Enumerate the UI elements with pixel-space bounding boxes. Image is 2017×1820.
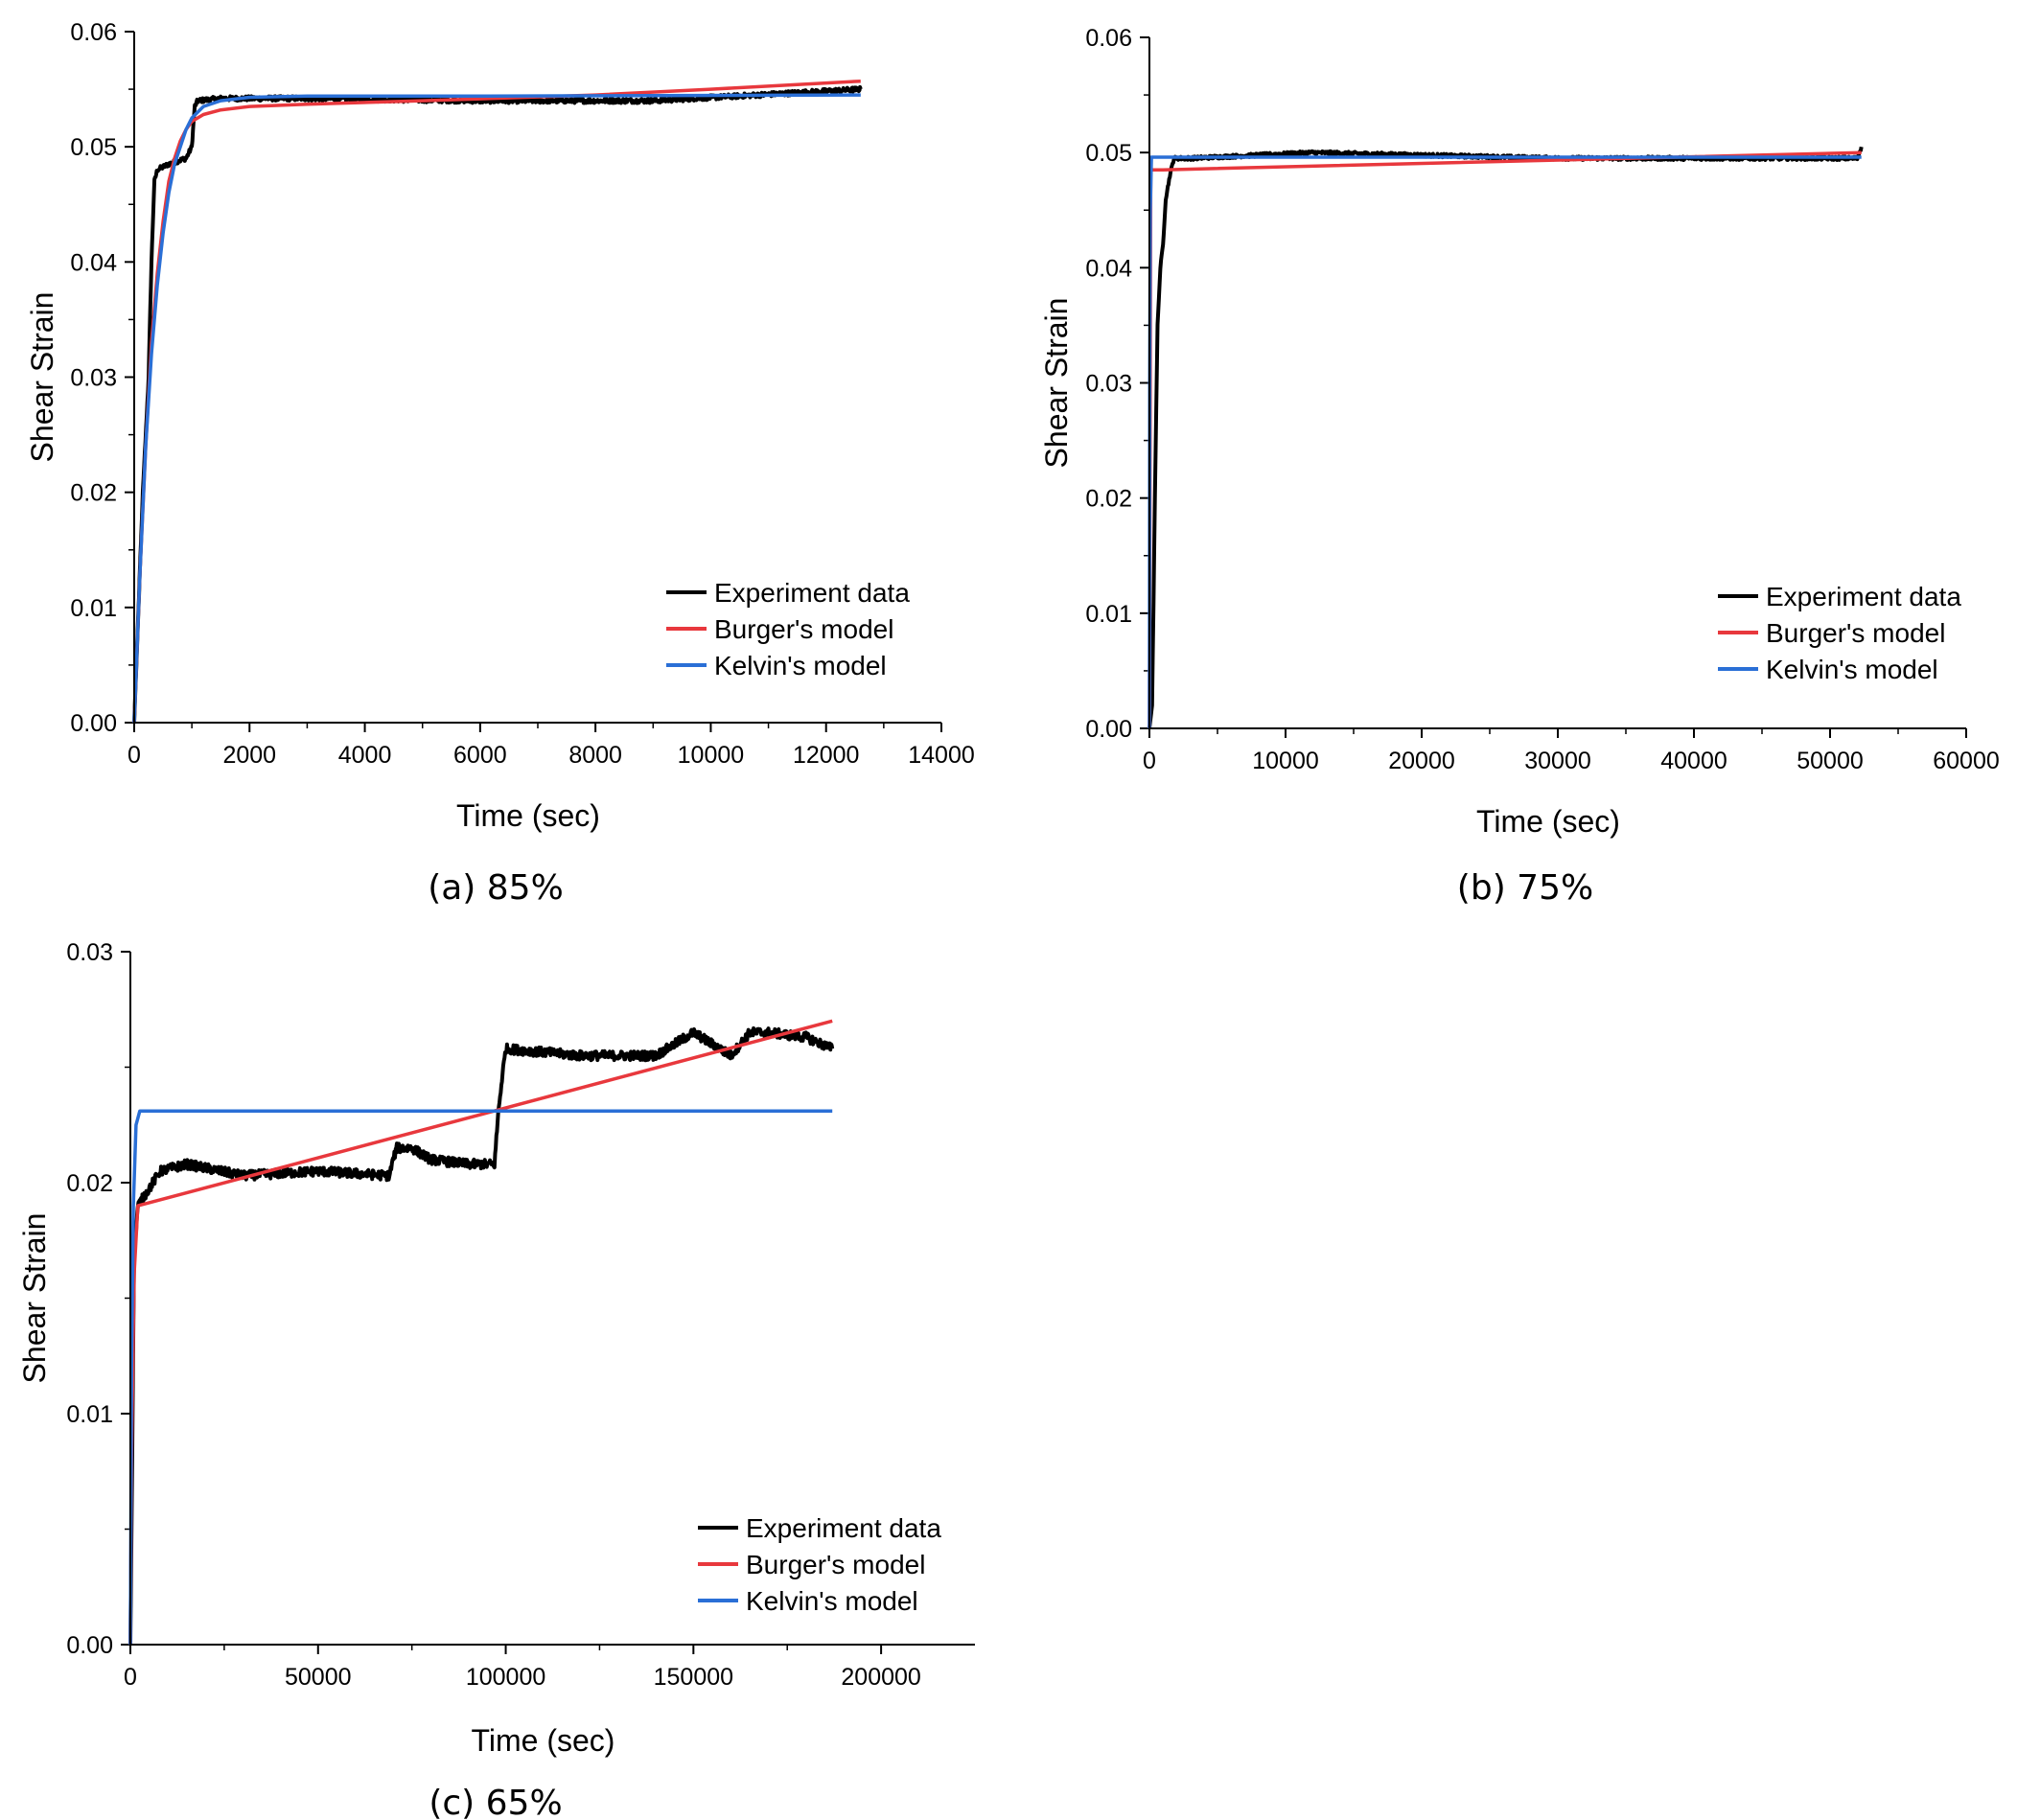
- panel-a: 0 2000 4000 6000 8000 10000 12000 14000 0.00 0.01…: [25, 19, 975, 908]
- y-tick-label: 0.05: [1085, 140, 1132, 167]
- x-tick-label: 40000: [1660, 748, 1727, 774]
- x-tick-label: 0: [128, 742, 141, 769]
- series-experiment-data: [1148, 146, 1864, 729]
- y-tick-label: 0.03: [1085, 371, 1132, 398]
- y-axis-title: Shear Strain: [1039, 298, 1074, 469]
- legend-label: Burger's model: [746, 1550, 925, 1579]
- series-experiment-data: [128, 1025, 835, 1646]
- y-tick-label: 0.03: [70, 365, 117, 392]
- y-tick-label: 0.01: [1085, 601, 1132, 628]
- y-tick-label: 0.00: [1085, 716, 1132, 743]
- x-tick-label: 2000: [222, 742, 276, 769]
- x-tick-label: 0: [1143, 748, 1156, 774]
- x-tick-label: 50000: [1797, 748, 1864, 774]
- legend: Experiment data Burger's model Kelvin's mo…: [1718, 582, 1961, 684]
- legend-label: Kelvin's model: [714, 651, 887, 680]
- y-tick-label: 0.02: [1085, 486, 1132, 513]
- y-tick-label: 0.00: [70, 710, 117, 737]
- x-tick-label: 20000: [1388, 748, 1455, 774]
- legend-label: Kelvin's model: [1766, 655, 1938, 684]
- x-tick-label: 200000: [841, 1664, 920, 1691]
- y-tick-label: 0.04: [1085, 255, 1132, 282]
- x-tick-label: 6000: [453, 742, 507, 769]
- legend-label: Burger's model: [714, 614, 893, 644]
- legend-label: Kelvin's model: [746, 1586, 918, 1616]
- x-tick-label: 10000: [1252, 748, 1319, 774]
- y-tick-label: 0.01: [70, 595, 117, 622]
- y-axis-title: Shear Strain: [25, 292, 59, 463]
- x-axis-title: Time (sec): [472, 1723, 615, 1758]
- y-tick-label: 0.06: [1085, 25, 1132, 52]
- panel-c: 0 50000 100000 150000 200000 0.00 0.01 0.02 0.03…: [17, 939, 975, 1820]
- x-tick-label: 8000: [568, 742, 622, 769]
- legend-label: Experiment data: [746, 1513, 941, 1543]
- panel-caption: (b) 75%: [1457, 868, 1593, 908]
- legend: Experiment data Burger's model Kelvin's mo…: [666, 578, 910, 680]
- x-tick-label: 12000: [793, 742, 860, 769]
- x-tick-label: 10000: [678, 742, 745, 769]
- x-tick-label: 4000: [338, 742, 392, 769]
- y-tick-label: 0.06: [70, 19, 117, 46]
- series-kelvin-s-model: [132, 93, 861, 724]
- y-tick-label: 0.01: [66, 1401, 113, 1428]
- panel-caption: (a) 85%: [428, 868, 564, 908]
- x-tick-label: 14000: [908, 742, 975, 769]
- legend-label: Experiment data: [714, 578, 910, 608]
- y-axis-title: Shear Strain: [17, 1213, 52, 1384]
- x-tick-label: 30000: [1524, 748, 1591, 774]
- legend: Experiment data Burger's model Kelvin's mo…: [698, 1513, 941, 1616]
- y-tick-label: 0.02: [66, 1170, 113, 1197]
- y-tick-label: 0.00: [66, 1632, 113, 1659]
- y-tick-label: 0.05: [70, 134, 117, 161]
- x-tick-label: 60000: [1933, 748, 2000, 774]
- series-burger-s-model: [1148, 150, 1862, 729]
- panel-caption: (c) 65%: [429, 1784, 562, 1820]
- series-kelvin-s-model: [1148, 155, 1862, 729]
- x-tick-label: 150000: [654, 1664, 733, 1691]
- panel-b: 0 10000 20000 30000 40000 50000 60000 0.00 0.01 0…: [1039, 25, 2000, 908]
- x-tick-label: 0: [124, 1664, 137, 1691]
- x-tick-label: 100000: [466, 1664, 545, 1691]
- y-tick-label: 0.04: [70, 249, 117, 276]
- x-axis-title: Time (sec): [456, 798, 600, 833]
- y-tick-label: 0.03: [66, 939, 113, 966]
- legend-label: Experiment data: [1766, 582, 1961, 611]
- x-tick-label: 50000: [285, 1664, 352, 1691]
- legend-label: Burger's model: [1766, 618, 1945, 648]
- y-tick-label: 0.02: [70, 480, 117, 507]
- x-axis-title: Time (sec): [1476, 804, 1620, 839]
- series-burger-s-model: [128, 1019, 833, 1646]
